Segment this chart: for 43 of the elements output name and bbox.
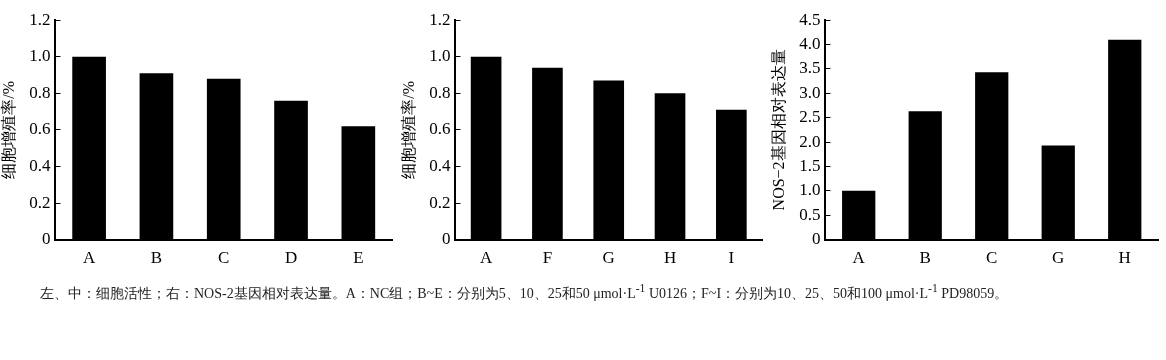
x-tick-label: H — [663, 248, 677, 268]
y-tick-label: 2.5 — [799, 107, 821, 127]
y-tick-label: 0.8 — [29, 82, 51, 102]
x-tick-label: A — [479, 248, 493, 268]
y-tick-label: 0 — [441, 229, 451, 249]
x-tick-label: E — [353, 248, 364, 268]
y-tick-label: 1.0 — [29, 46, 51, 66]
y-tick-label: 1.2 — [29, 9, 51, 29]
x-tick-label: B — [150, 248, 163, 268]
y-tick-label: 0.2 — [29, 192, 51, 212]
y-tick-label: 0.6 — [429, 119, 451, 139]
y-tick-label: 3.0 — [799, 82, 821, 102]
y-tick-label: 0.6 — [29, 119, 51, 139]
x-tick-label: G — [602, 248, 615, 268]
x-tick-label: B — [919, 248, 931, 268]
x-tick-label: C — [986, 248, 998, 268]
y-tick-label: 0.5 — [799, 204, 821, 224]
y-tick-label: 0.4 — [429, 155, 451, 175]
y-tick-label: 4.0 — [799, 34, 821, 54]
x-tick-label: D — [284, 248, 298, 268]
y-tick-label: 0 — [41, 229, 51, 249]
y-tick-label: 2.0 — [799, 131, 821, 151]
y-tick-label: 0.2 — [429, 192, 451, 212]
y-tick-label: 1.0 — [429, 46, 451, 66]
x-tick-label: F — [542, 248, 553, 268]
y-tick-label: 1.2 — [429, 9, 451, 29]
y-tick-label: 4.5 — [799, 9, 821, 29]
y-axis-title: NOS−2基因相对表达量 — [769, 49, 787, 211]
x-tick-label: A — [82, 248, 96, 268]
text: 左、中：细胞活性；右：NOS-2基因相对表达量。A：NC组；B~E：分别为5、10、25和50 μmol·L$^{-1}$ U0126；F~I：分别为10、25、50和100 μmol·L$^{-1}$ PD98059。 — [40, 281, 1010, 303]
y-tick-label: 1.0 — [799, 180, 821, 200]
x-tick-label: G — [1052, 248, 1065, 268]
y-tick-label: 0 — [811, 229, 821, 249]
y-axis-title: 细胞增殖率/% — [399, 81, 417, 179]
x-tick-label: A — [852, 248, 866, 268]
x-tick-label: I — [728, 248, 735, 268]
y-tick-label: 0.8 — [429, 82, 451, 102]
x-tick-label: C — [218, 248, 230, 268]
y-tick-label: 3.5 — [799, 58, 821, 78]
x-tick-label: H — [1118, 248, 1131, 268]
y-tick-label: 1.5 — [799, 155, 821, 175]
y-tick-label: 0.4 — [29, 155, 51, 175]
y-axis-title: 细胞增殖率/% — [0, 81, 17, 179]
